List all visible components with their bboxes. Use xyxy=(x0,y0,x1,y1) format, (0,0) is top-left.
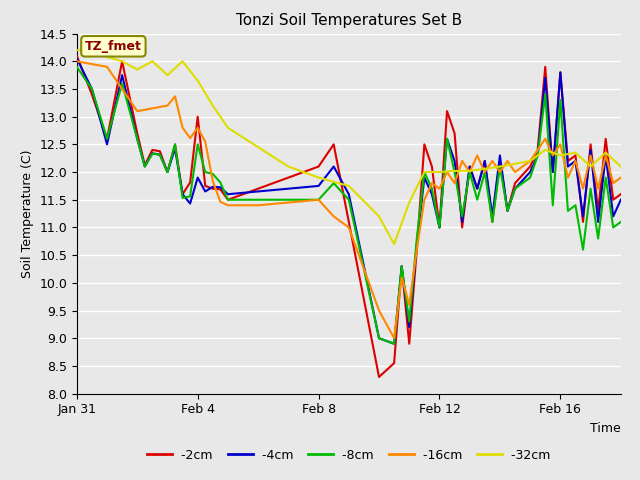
Title: Tonzi Soil Temperatures Set B: Tonzi Soil Temperatures Set B xyxy=(236,13,462,28)
X-axis label: Time: Time xyxy=(590,422,621,435)
Text: TZ_fmet: TZ_fmet xyxy=(85,40,142,53)
Y-axis label: Soil Temperature (C): Soil Temperature (C) xyxy=(20,149,34,278)
Legend:  -2cm,  -4cm,  -8cm,  -16cm,  -32cm: -2cm, -4cm, -8cm, -16cm, -32cm xyxy=(142,444,556,467)
